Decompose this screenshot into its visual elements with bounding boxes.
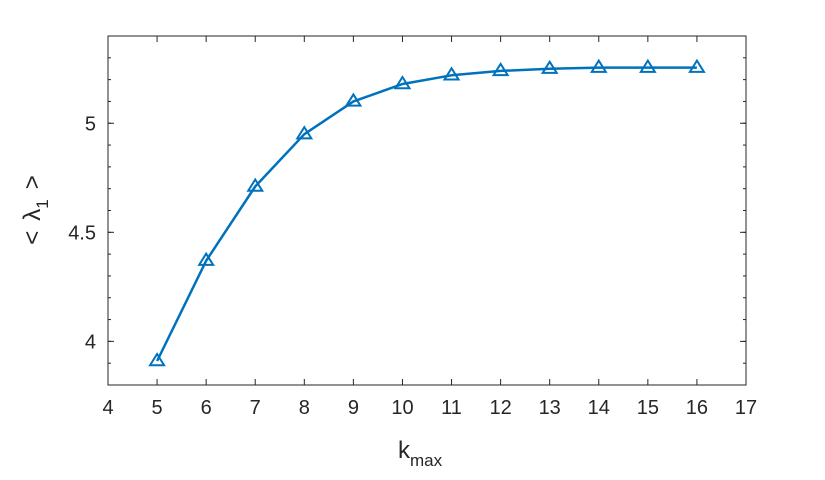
y-tick-label: 4.5 xyxy=(68,222,96,244)
data-point-marker xyxy=(442,66,461,81)
x-tick-label: 14 xyxy=(588,397,610,419)
x-tick-label: 10 xyxy=(391,397,413,419)
x-tick-label: 12 xyxy=(489,397,511,419)
y-axis-title: < λ1 > xyxy=(19,175,52,245)
x-tick-label: 13 xyxy=(539,397,561,419)
series-markers xyxy=(148,58,706,367)
x-tick-label: 5 xyxy=(152,397,163,419)
plot-area xyxy=(107,35,747,386)
y-axis-title-right: > xyxy=(19,175,46,189)
x-tick-label: 16 xyxy=(686,397,708,419)
data-point-marker xyxy=(197,251,215,266)
x-tick-label: 6 xyxy=(201,397,212,419)
x-tick-label: 8 xyxy=(299,397,310,419)
data-point-marker xyxy=(589,58,608,73)
x-axis-ticks: 4 5 6 7 8 9 10 11 12 13 14 15 16 17 xyxy=(102,36,757,419)
data-point-marker xyxy=(148,352,166,367)
y-axis-title-sub: 1 xyxy=(33,199,52,208)
series-line xyxy=(155,66,697,362)
data-point-marker xyxy=(344,92,363,107)
x-tick-label: 15 xyxy=(637,397,659,419)
y-tick-label: 5 xyxy=(85,113,96,135)
data-point-marker xyxy=(246,177,265,192)
data-point-marker xyxy=(540,59,559,74)
x-tick-label: 9 xyxy=(348,397,359,419)
x-axis-title-main: k xyxy=(398,437,411,464)
y-tick-label: 4 xyxy=(85,331,96,353)
data-point-marker xyxy=(639,58,657,73)
x-tick-label: 4 xyxy=(102,397,113,419)
x-tick-label: 7 xyxy=(250,397,261,419)
y-axis-title-main: λ xyxy=(19,209,46,221)
x-tick-label: 11 xyxy=(441,397,462,419)
data-point-marker xyxy=(295,125,314,140)
x-tick-label: 17 xyxy=(735,397,757,419)
y-axis-ticks: 44.55 xyxy=(68,113,746,353)
x-axis-title: kmax xyxy=(398,437,443,470)
data-point-marker xyxy=(491,62,510,77)
y-axis-title-left: < xyxy=(19,231,46,245)
data-point-marker xyxy=(393,75,412,90)
x-axis-title-sub: max xyxy=(410,451,443,470)
data-point-marker xyxy=(688,58,706,73)
